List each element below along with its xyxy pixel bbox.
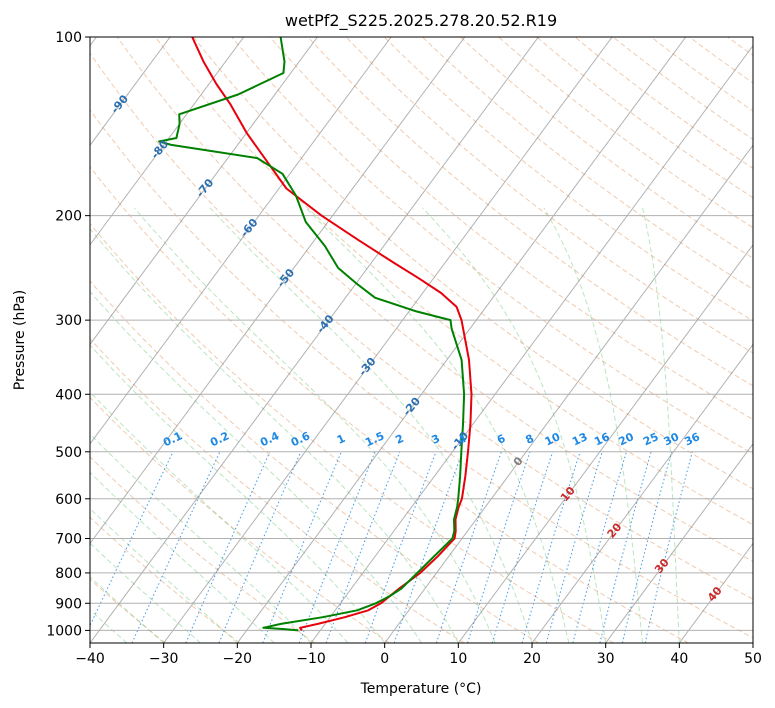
mixing-ratio-line — [218, 451, 302, 643]
isotherm-line — [531, 343, 753, 643]
x-tick-label: −40 — [75, 651, 105, 667]
plot-area — [90, 37, 753, 643]
dry-adiabat-line — [345, 37, 753, 354]
y-axis: 100 200 300 400 500 600 700 800 900 1000 — [46, 30, 90, 639]
x-axis: −40 −30 −20 −10 0 10 20 30 40 50 — [75, 643, 762, 667]
y-tick-label: 200 — [55, 209, 82, 225]
mixing-ratio-label: 36 — [683, 430, 703, 448]
y-tick-label: 500 — [55, 445, 82, 461]
x-axis-label: Temperature (°C) — [360, 681, 482, 697]
dry-adiabat-line — [155, 37, 753, 526]
moist-adiabat-line — [90, 290, 422, 643]
mixing-ratio-line — [393, 451, 464, 643]
isotherm-line — [752, 642, 753, 643]
moist-adiabat-line — [543, 207, 643, 643]
mixing-ratio-line — [621, 451, 673, 643]
mixing-ratio-label: 30 — [662, 430, 682, 448]
mixing-ratio-label: 16 — [592, 430, 612, 448]
isotherm-line — [384, 144, 753, 643]
moist-adiabat-line — [422, 207, 607, 643]
dry-adiabat-line — [307, 37, 753, 387]
isotherm-line — [163, 37, 613, 643]
x-tick-label: −20 — [223, 651, 253, 667]
moist-adiabat-line — [209, 207, 533, 643]
moist-adiabat-line — [305, 207, 570, 643]
dry-adiabat-line — [536, 37, 753, 199]
dry-adiabat-line — [116, 37, 753, 563]
x-tick-label: 50 — [744, 651, 762, 667]
y-tick-label: 800 — [55, 566, 82, 582]
dry-adiabat-line — [90, 396, 390, 643]
x-tick-label: 30 — [597, 651, 615, 667]
isotherm-line — [90, 37, 318, 346]
dry-adiabat-line — [383, 37, 753, 322]
dry-adiabat-line — [612, 37, 753, 141]
dry-adiabat-line — [269, 37, 753, 421]
isotherm-line — [90, 37, 171, 147]
y-tick-label: 400 — [55, 387, 82, 403]
x-tick-label: 0 — [380, 651, 389, 667]
moist-adiabat-line — [90, 228, 459, 643]
profiles — [158, 37, 473, 632]
y-tick-label: 700 — [55, 532, 82, 548]
mixing-ratio-line — [435, 451, 502, 643]
dry-adiabat-line — [90, 222, 614, 643]
dry-adiabat-line — [460, 37, 753, 259]
dry-adiabat-line — [231, 37, 753, 455]
mixing-ratio-line — [467, 451, 531, 643]
x-tick-label: −10 — [296, 651, 326, 667]
mixing-ratio-line — [572, 451, 627, 643]
x-tick-label: 20 — [523, 651, 541, 667]
y-tick-label: 900 — [55, 596, 82, 612]
dry-adiabat-line — [90, 338, 465, 643]
y-axis-label: Pressure (hPa) — [12, 290, 28, 390]
mixing-ratio-label: 25 — [641, 430, 660, 448]
isotherm-line — [90, 37, 539, 643]
isotherm-line — [605, 443, 753, 643]
isotherm-line — [90, 37, 245, 246]
mixing-ratio-line — [90, 451, 174, 627]
x-tick-label: −30 — [149, 651, 179, 667]
chart-title: wetPf2_S225.2025.278.20.52.R19 — [285, 11, 557, 31]
mixing-ratio-line — [185, 451, 271, 643]
mixing-ratio-label: 20 — [617, 430, 637, 448]
isotherm-line — [236, 37, 687, 643]
x-tick-label: 10 — [449, 651, 467, 667]
dry-adiabat-line — [90, 52, 753, 600]
mixing-ratio-label: 13 — [570, 430, 589, 448]
dry-adiabats — [90, 37, 753, 643]
isotherm-line — [90, 37, 392, 445]
y-tick-label: 600 — [55, 492, 82, 508]
plot-frame — [89, 36, 754, 644]
moist-adiabat-line — [90, 542, 201, 643]
mixing-ratio-line — [262, 451, 342, 643]
isotherm-line — [90, 37, 466, 545]
moist-adiabat-line — [90, 391, 349, 643]
y-tick-label: 300 — [55, 313, 82, 329]
plot-background — [90, 37, 753, 643]
moist-adiabat-line — [90, 507, 238, 643]
y-tick-label: 100 — [55, 30, 82, 46]
moist-adiabat-line — [90, 344, 386, 643]
isotherms — [90, 37, 753, 643]
mixing-ratio-label: 10 — [543, 430, 563, 448]
mixing-ratio-line — [644, 451, 693, 643]
mixing-ratio-line — [521, 451, 581, 643]
dry-adiabat-line — [90, 280, 540, 643]
moist-adiabats — [90, 207, 680, 643]
moist-adiabat-line — [133, 207, 496, 643]
isotherm-line — [457, 243, 753, 643]
mixing-ratio-line — [599, 451, 652, 643]
moist-adiabat-line — [90, 576, 165, 643]
isotherm-line — [310, 44, 753, 643]
mixing-ratio-lines — [90, 451, 693, 643]
profile-line-dewpoint — [158, 37, 466, 632]
y-tick-label: 1000 — [46, 623, 82, 639]
mixing-ratio-line — [491, 451, 554, 643]
mixing-ratio-line — [131, 451, 221, 643]
x-tick-label: 40 — [670, 651, 688, 667]
